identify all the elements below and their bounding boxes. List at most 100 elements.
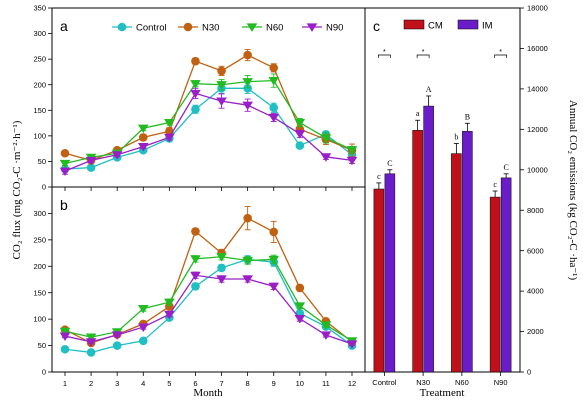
y-tick-label-right: 6000	[527, 246, 544, 255]
data-point-n90	[268, 113, 280, 123]
data-point-n90	[242, 275, 253, 284]
series-line-n60	[64, 79, 353, 165]
significance-letter-cm: c	[377, 172, 381, 181]
x-tick-label: 12	[348, 379, 356, 388]
data-point-n60	[164, 298, 175, 308]
data-point-n30	[191, 227, 200, 236]
significance-bracket	[494, 54, 507, 58]
bar-cm	[489, 196, 501, 373]
y-tick-label: 50	[38, 341, 46, 350]
data-point-n60	[294, 302, 306, 311]
bar-im	[462, 131, 473, 373]
data-point-n30	[295, 283, 305, 293]
data-point-n90	[320, 153, 332, 162]
panel-b-frame	[51, 186, 366, 373]
x-tick-label: 10	[296, 379, 304, 388]
x-tick-label: 5	[167, 379, 171, 388]
x-tick-label: 2	[89, 379, 93, 388]
data-point-n60	[190, 255, 201, 264]
data-point-n90	[216, 97, 227, 106]
legend-label-control: Control	[136, 23, 167, 34]
bar-im	[384, 173, 396, 373]
data-point-n90	[294, 130, 306, 139]
series-line-n30	[64, 54, 353, 162]
data-point-n90	[164, 133, 175, 143]
significance-letter-im: B	[465, 112, 470, 121]
y-axis-label-left: CO₂ flux (mg CO₂-C ·m⁻²·h⁻¹)	[11, 120, 23, 259]
y-tick-label: 0	[42, 368, 46, 377]
y-tick-label: 200	[33, 262, 46, 271]
data-point-n30	[191, 56, 200, 66]
panel-a-legend: Control N30 N60 N90	[112, 23, 343, 34]
x-tick-label: 1	[63, 379, 67, 388]
data-point-control	[60, 344, 70, 354]
data-point-n90	[268, 282, 280, 292]
data-point-n90	[111, 151, 123, 160]
significance-letter-im: A	[426, 85, 432, 94]
data-point-control	[295, 141, 305, 150]
data-point-n90	[59, 332, 71, 341]
y-tick-label: 350	[33, 4, 46, 13]
data-point-n30	[138, 133, 148, 142]
series-line-n90	[64, 274, 353, 345]
panel-c-plot: 0 2000 4000 6000 8000 10000 12000 14000 16000 180…	[372, 4, 548, 387]
x-tick-label: N30	[416, 378, 430, 387]
series-line-control	[64, 87, 353, 170]
legend-marker-n30	[183, 22, 193, 32]
data-point-n30	[269, 227, 279, 237]
x-tick-label: Control	[372, 378, 397, 387]
y-tick-label-right: 2000	[527, 327, 544, 336]
x-tick-label: 6	[193, 379, 197, 388]
significance-letter-cm: b	[454, 132, 458, 141]
x-axis-label-treatment: Treatment	[420, 387, 465, 399]
y-tick-label-right: 14000	[527, 84, 548, 93]
panel-b-label: b	[60, 197, 68, 213]
data-point-n90	[59, 167, 71, 177]
data-point-n90	[216, 275, 227, 284]
data-point-n90	[164, 310, 175, 320]
data-point-n30	[243, 50, 252, 60]
y-axis-label-right: Annual CO₂ emissions (kg CO₂-C ·ha⁻¹)	[567, 100, 579, 281]
data-point-n60	[137, 304, 149, 314]
y-tick-label-right: 18000	[527, 4, 548, 13]
panel-c-legend: CM IM	[403, 19, 493, 32]
data-point-n90	[242, 101, 253, 111]
data-point-n90	[190, 89, 201, 99]
legend-swatch-cm	[403, 19, 425, 30]
y-tick-label-right: 16000	[527, 44, 548, 53]
data-point-n60	[216, 81, 227, 90]
legend-label-cm: CM	[428, 21, 443, 32]
data-point-n30	[269, 63, 279, 73]
significance-letter-cm: a	[416, 109, 420, 118]
y-tick-label: 300	[33, 209, 46, 218]
series-line-control	[64, 258, 353, 354]
data-point-n60	[59, 327, 71, 337]
bar-im	[423, 105, 434, 373]
data-point-n60	[346, 146, 358, 155]
legend-label-im: IM	[482, 21, 493, 32]
y-tick-label-right: 0	[527, 368, 531, 377]
data-point-control	[191, 282, 200, 291]
x-tick-label: 7	[219, 379, 223, 388]
y-tick-label-right: 10000	[527, 165, 548, 174]
y-tick-label: 150	[33, 288, 46, 297]
y-tick-label-right: 12000	[527, 125, 548, 134]
data-point-n30	[243, 213, 252, 223]
panel-c-frame	[364, 7, 521, 373]
legend-marker-n60	[246, 23, 258, 32]
y-tick-label: 300	[33, 29, 46, 38]
significance-bracket	[416, 54, 430, 58]
data-point-control	[217, 263, 226, 273]
significance-star: *	[422, 49, 425, 56]
x-tick-label: N90	[494, 378, 508, 387]
x-tick-label: 3	[115, 379, 119, 388]
data-point-n90	[85, 156, 97, 166]
data-point-control	[269, 103, 279, 113]
y-tick-label: 50	[38, 157, 46, 166]
panel-c-label: c	[373, 18, 380, 34]
data-point-n90	[346, 156, 358, 166]
data-point-n90	[137, 323, 149, 332]
significance-star: *	[383, 49, 386, 56]
bar-cm	[373, 188, 385, 373]
